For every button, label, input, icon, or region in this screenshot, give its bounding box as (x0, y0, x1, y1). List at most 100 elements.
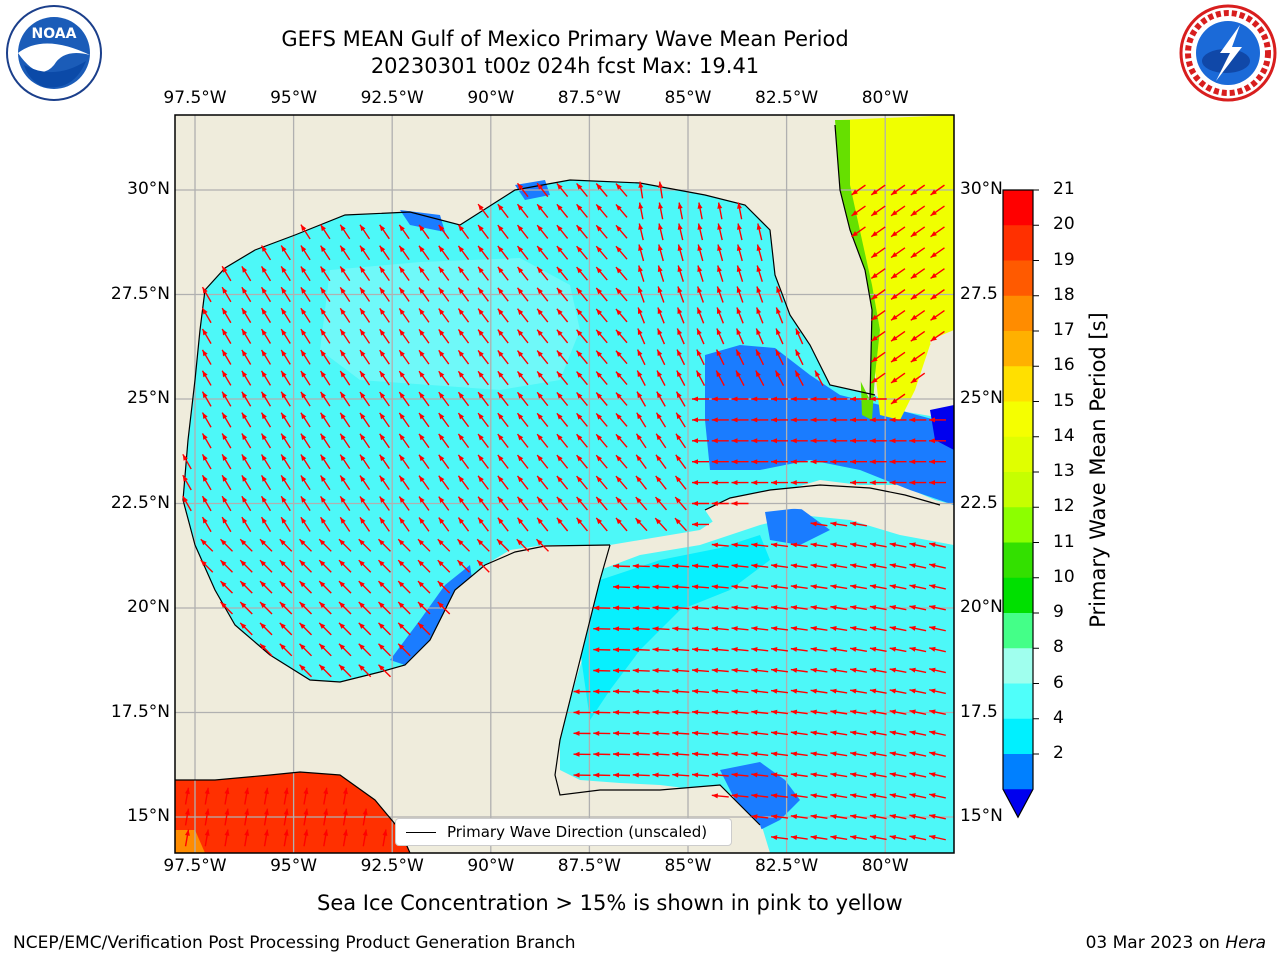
wave-arrow (755, 370, 765, 386)
wave-arrow (497, 496, 509, 511)
wave-arrow (656, 391, 666, 407)
wave-arrow (850, 667, 867, 673)
wave-arrow (929, 563, 946, 569)
wave-arrow (711, 626, 729, 632)
wave-arrow (909, 438, 927, 444)
colorbar-tick-label: 21 (1053, 179, 1075, 199)
wave-arrow (556, 350, 569, 365)
wave-arrow (652, 751, 670, 757)
wave-arrow (652, 626, 670, 632)
wave-arrow (318, 664, 332, 678)
wave-arrow (438, 245, 450, 260)
wave-arrow (790, 646, 808, 652)
wave-arrow (397, 538, 411, 552)
wave-arrow (280, 391, 291, 407)
wave-arrow (182, 453, 192, 470)
wave-arrow (260, 286, 272, 303)
wave-arrow (379, 454, 390, 470)
wave-arrow (814, 370, 824, 386)
wave-arrow (418, 391, 430, 407)
wave-arrow (359, 266, 371, 282)
wave-arrow (280, 370, 291, 386)
wave-arrow (672, 772, 690, 778)
wave-arrow (437, 538, 451, 552)
colorbar-segment (1003, 401, 1033, 438)
axis-tick-label: 25°N (127, 388, 170, 408)
wave-arrow (339, 433, 351, 449)
wave-arrow (716, 307, 725, 324)
wave-arrow (711, 501, 729, 506)
wave-arrow (889, 709, 907, 715)
wave-arrow (655, 412, 667, 428)
wave-arrow (204, 829, 210, 847)
wave-arrow (418, 328, 430, 344)
wave-arrow (516, 329, 529, 344)
wave-arrow (556, 391, 569, 407)
wave-arrow (303, 829, 309, 847)
wave-arrow (259, 643, 273, 657)
wave-arrow (377, 622, 392, 636)
wave-arrow (637, 307, 646, 324)
wave-arrow (790, 438, 808, 444)
wave-arrow (929, 709, 946, 716)
wave-arrow (615, 517, 628, 532)
wave-arrow (830, 709, 848, 715)
wave-arrow (201, 370, 212, 386)
wave-arrow (756, 223, 763, 241)
wave-arrow (676, 328, 685, 345)
wave-arrow (869, 542, 887, 548)
wave-arrow (595, 350, 608, 365)
wave-arrow (241, 286, 252, 303)
wave-arrow (869, 396, 887, 402)
wave-arrow (418, 245, 430, 261)
wave-arrow (398, 496, 410, 511)
wave-arrow (477, 412, 489, 428)
wave-arrow (338, 643, 352, 657)
wave-arrow (674, 517, 688, 532)
wave-arrow (790, 751, 808, 757)
wave-arrow (731, 396, 749, 402)
wave-arrow (909, 459, 927, 465)
wave-arrow (595, 517, 608, 532)
wave-arrow (929, 688, 946, 695)
wave-arrow (398, 308, 410, 323)
wave-arrow (260, 349, 272, 365)
wave-arrow (731, 542, 749, 548)
wave-arrow (398, 287, 410, 302)
wave-arrow (279, 643, 293, 657)
wave-arrow (632, 584, 650, 590)
wave-arrow (576, 329, 588, 344)
wave-arrow (909, 563, 927, 569)
wave-arrow (382, 829, 388, 847)
wave-arrow (615, 287, 628, 302)
wave-arrow (711, 480, 729, 486)
wave-arrow (379, 224, 390, 240)
wave-arrow (437, 580, 451, 594)
axis-tick-label: 85°W (664, 88, 712, 108)
wave-arrow (260, 307, 272, 324)
wave-arrow (851, 184, 866, 196)
wave-arrow (576, 412, 588, 427)
wave-arrow (830, 542, 848, 548)
wave-arrow (850, 709, 867, 715)
wave-arrow (909, 834, 927, 841)
wave-arrow (632, 668, 650, 674)
wave-arrow (359, 475, 371, 491)
wave-arrow (516, 203, 529, 219)
wave-arrow (593, 647, 611, 653)
wave-arrow (696, 349, 705, 366)
wave-arrow (536, 371, 549, 386)
wave-arrow (909, 417, 927, 423)
wave-arrow (850, 793, 867, 799)
wave-arrow (909, 730, 927, 736)
wave-arrow (751, 793, 769, 799)
wave-arrow (692, 521, 709, 527)
wave-arrow (201, 495, 212, 512)
wave-arrow (751, 605, 769, 611)
wave-arrow (342, 787, 348, 805)
wave-arrow (770, 626, 789, 632)
wave-arrow (889, 751, 907, 757)
wave-arrow (438, 454, 450, 469)
wave-arrow (652, 563, 670, 569)
colorbar-tick-label: 12 (1053, 496, 1075, 517)
